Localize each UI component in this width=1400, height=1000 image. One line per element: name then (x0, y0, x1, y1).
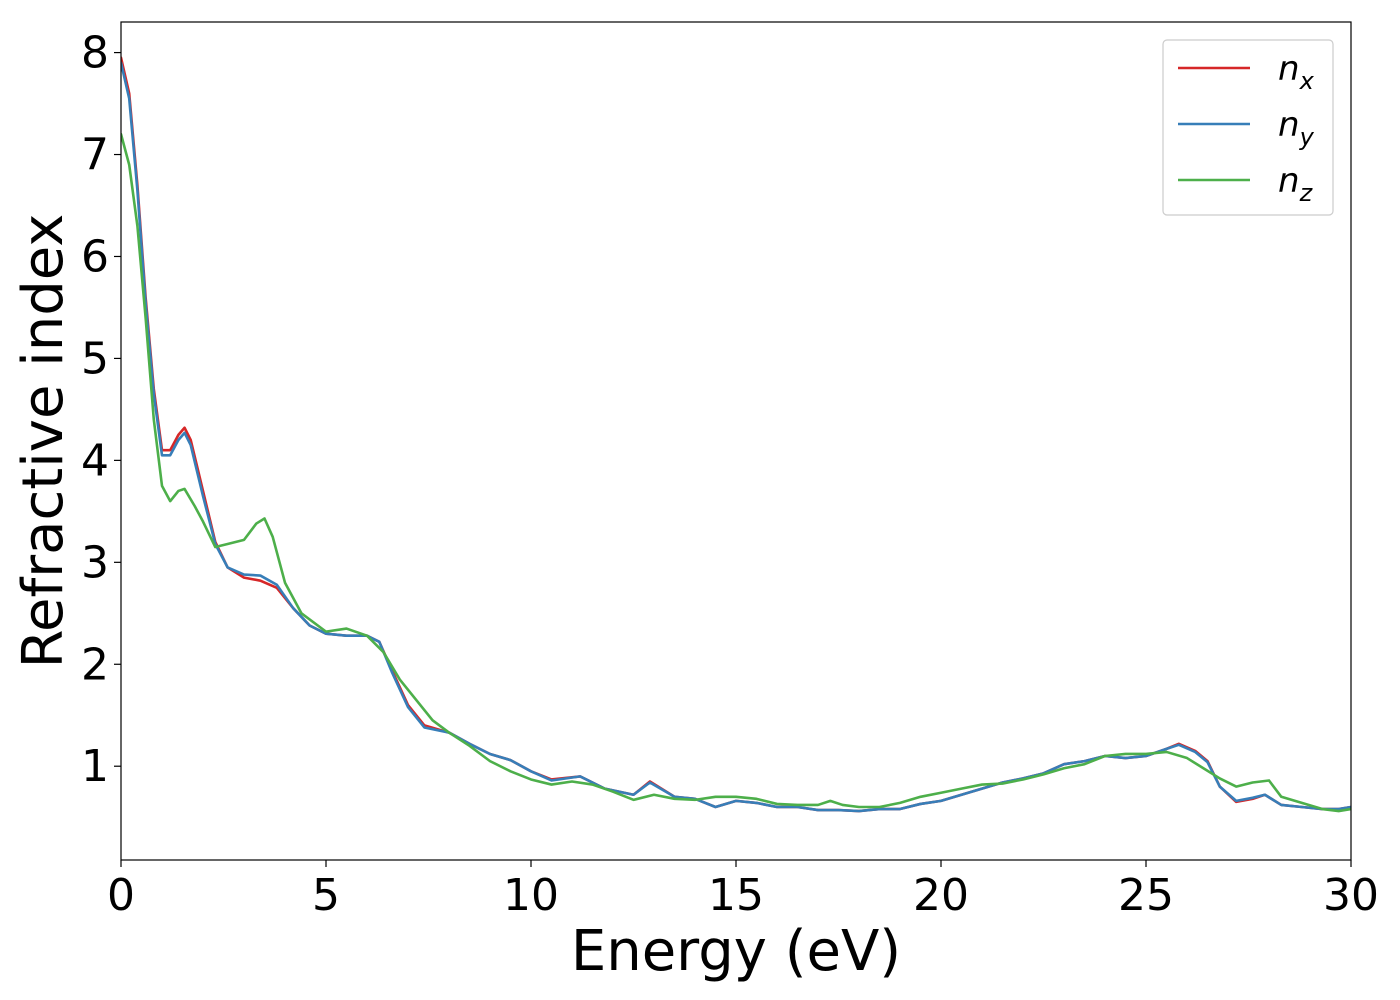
x-tick-label: 15 (708, 870, 764, 921)
x-axis-label: Energy (eV) (571, 919, 901, 984)
y-tick-label: 4 (81, 435, 109, 486)
y-tick-label: 6 (81, 231, 109, 282)
y-tick-label: 1 (81, 741, 109, 792)
y-tick-label: 2 (81, 639, 109, 690)
legend-label: nz (1278, 161, 1314, 207)
legend: nx ny nz (1162, 39, 1334, 216)
y-tick-label: 5 (81, 333, 109, 384)
series-layer (121, 56, 1351, 813)
legend-item-ny: ny (1178, 105, 1315, 151)
x-axis-ticks: 0 5 10 15 20 25 30 (107, 860, 1379, 921)
x-tick-label: 25 (1118, 870, 1174, 921)
y-tick-label: 7 (81, 130, 109, 181)
y-tick-label: 3 (81, 537, 109, 588)
y-tick-label: 8 (81, 28, 109, 79)
y-axis-ticks: 1 2 3 4 5 6 7 8 (81, 28, 121, 792)
x-tick-label: 20 (913, 870, 969, 921)
legend-item-nz: nz (1178, 161, 1314, 207)
x-tick-label: 5 (312, 870, 340, 921)
legend-label: nx (1278, 49, 1315, 95)
series-line-nz (121, 132, 1351, 813)
legend-label: ny (1278, 105, 1315, 151)
y-axis-label: Refractive index (11, 214, 76, 669)
x-tick-label: 0 (107, 870, 135, 921)
legend-item-nx: nx (1178, 49, 1315, 95)
series-line-ny (121, 61, 1351, 813)
x-tick-label: 30 (1323, 870, 1379, 921)
x-tick-label: 10 (503, 870, 559, 921)
legend-box (1162, 39, 1334, 216)
